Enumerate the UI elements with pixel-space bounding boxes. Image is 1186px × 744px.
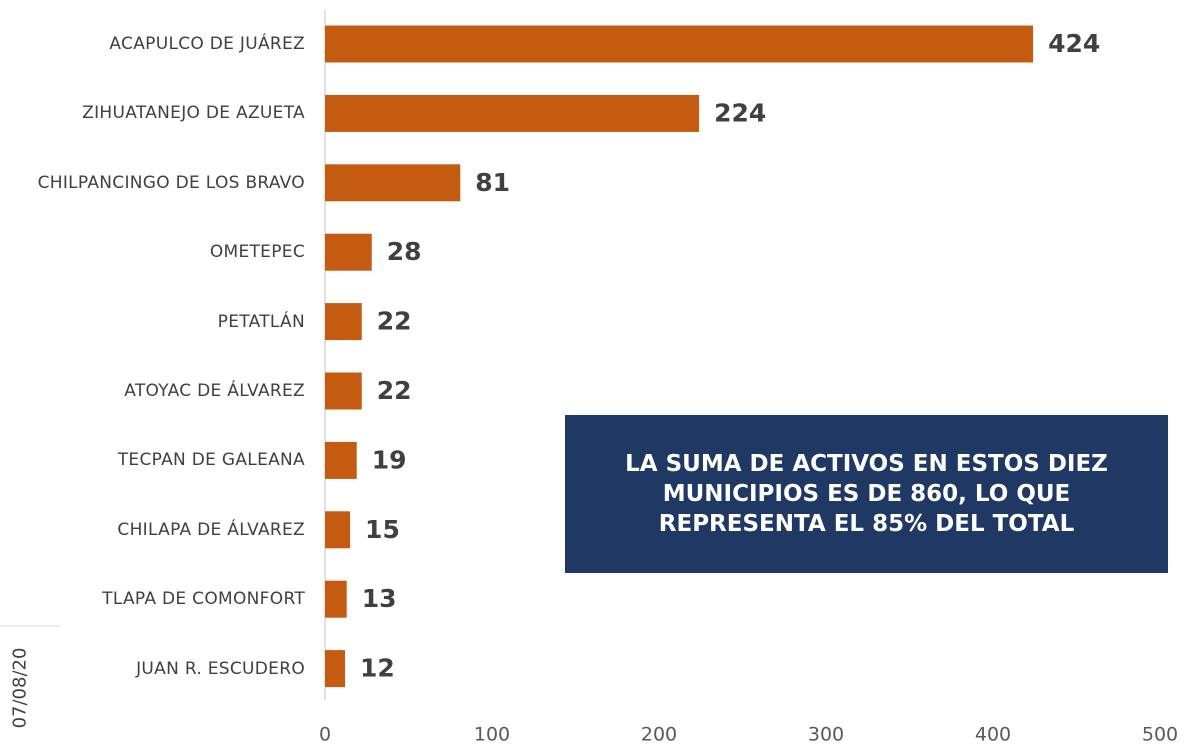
annotation: LA SUMA DE ACTIVOS EN ESTOS DIEZ MUNICIP… (565, 415, 1168, 573)
x-tick-label: 400 (975, 724, 1011, 744)
value-label: 12 (360, 654, 395, 683)
bar (325, 164, 461, 202)
category-label: OMETEPEC (209, 242, 305, 263)
x-tick-label: 200 (641, 724, 677, 744)
category-label: ATOYAC DE ÁLVAREZ (124, 381, 305, 401)
bar (325, 94, 700, 132)
value-label: 13 (362, 584, 397, 613)
category-label: CHILPANCINGO DE LOS BRAVO (37, 172, 305, 193)
category-label: ZIHUATANEJO DE AZUETA (82, 103, 305, 124)
x-tick-label: 100 (474, 724, 510, 744)
bar (325, 372, 362, 410)
category-label: JUAN R. ESCUDERO (136, 658, 305, 679)
value-label: 22 (377, 376, 412, 405)
bar (325, 511, 351, 549)
bar (325, 233, 372, 271)
category-label: PETATLÁN (217, 311, 305, 332)
x-tick-label: 0 (319, 724, 331, 744)
x-tick-label: 300 (808, 724, 844, 744)
value-label: 15 (365, 515, 400, 544)
bar (325, 650, 346, 688)
category-label: CHILAPA DE ÁLVAREZ (117, 519, 305, 540)
value-label: 22 (377, 307, 412, 336)
bar (325, 441, 357, 479)
bar (325, 25, 1034, 63)
category-label: ACAPULCO DE JUÁREZ (109, 34, 305, 54)
bar (325, 580, 347, 618)
category-label: TECPAN DE GALEANA (117, 450, 305, 471)
value-label: 424 (1048, 29, 1100, 58)
value-label: 19 (372, 445, 407, 474)
bar (325, 303, 362, 341)
value-label: 81 (475, 168, 510, 197)
x-tick-label: 500 (1142, 724, 1178, 744)
value-label: 28 (387, 237, 422, 266)
category-label: TLAPA DE COMONFORT (102, 589, 305, 610)
value-label: 224 (714, 98, 766, 127)
